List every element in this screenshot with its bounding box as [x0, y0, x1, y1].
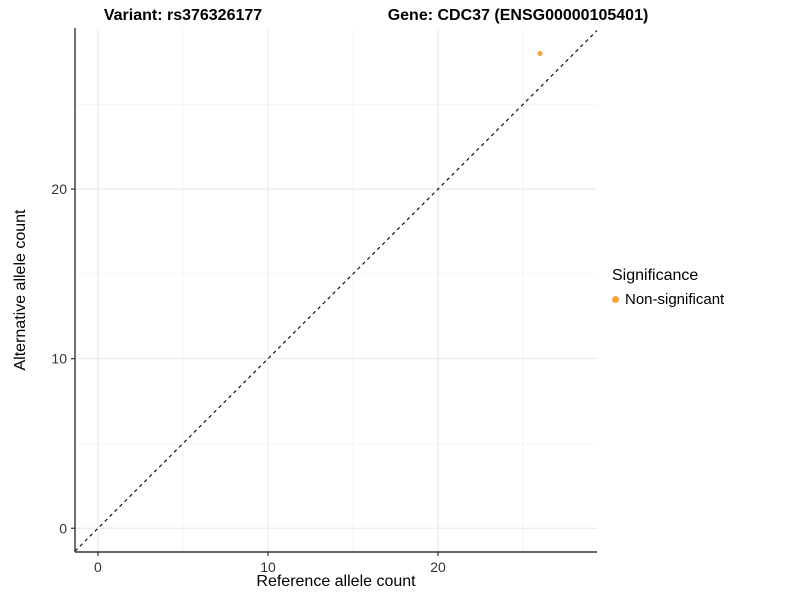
x-tick-label: 0 [94, 559, 102, 575]
x-tick-label: 20 [430, 559, 446, 575]
y-axis-label: Alternative allele count [12, 209, 29, 371]
y-tick-label: 20 [51, 181, 67, 197]
x-axis-label: Reference allele count [256, 573, 416, 590]
y-tick-label: 0 [59, 520, 67, 536]
x-tick-label: 10 [260, 559, 276, 575]
plot-title-variant: Variant: rs376326177 [103, 7, 263, 24]
identity-line [74, 30, 598, 552]
legend-point-icon [612, 296, 619, 303]
legend: Significance Non-significant [612, 267, 724, 308]
legend-items: Non-significant [612, 291, 724, 308]
plot-title-gene: Gene: CDC37 (ENSG00000105401) [387, 7, 649, 24]
legend-title: Significance [612, 267, 699, 284]
y-tick-label: 10 [51, 351, 67, 367]
legend-item: Non-significant [612, 291, 724, 308]
legend-item-label: Non-significant [625, 291, 725, 308]
data-point [537, 50, 543, 57]
